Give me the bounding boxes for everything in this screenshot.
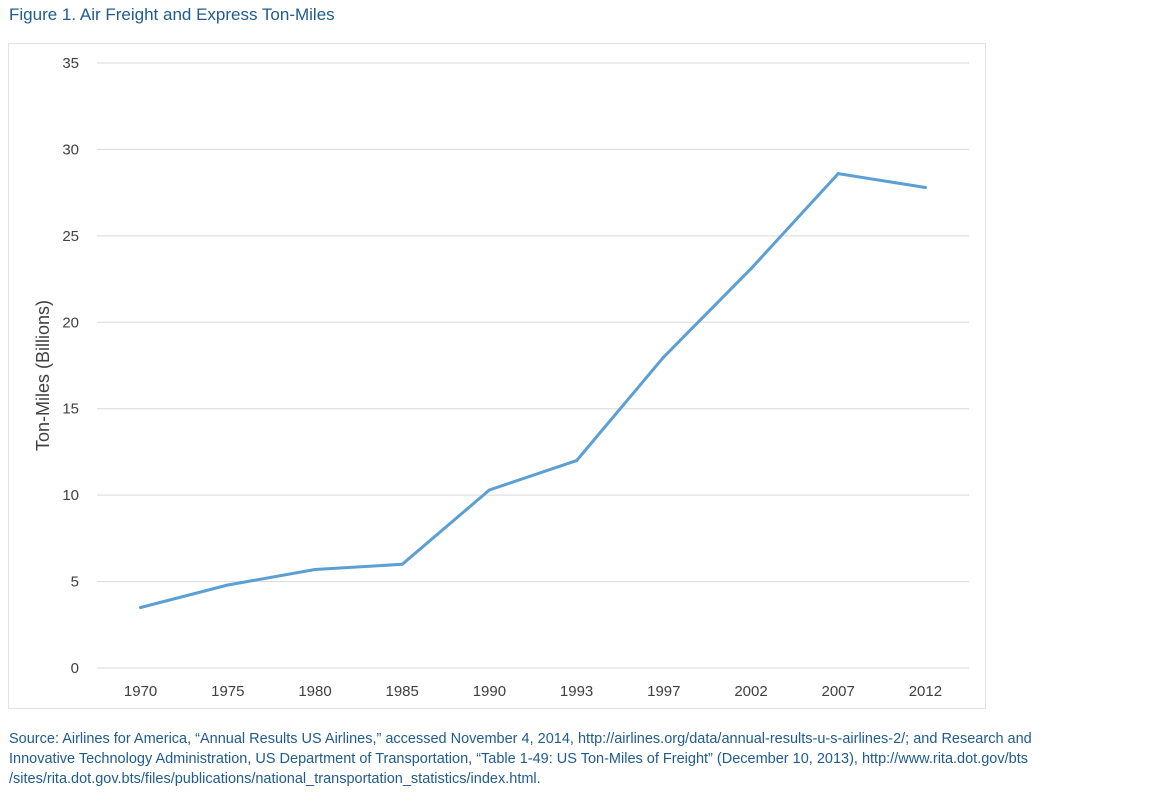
x-tick-label: 1990 bbox=[473, 683, 506, 700]
figure-title: Figure 1. Air Freight and Express Ton-Mi… bbox=[9, 5, 335, 24]
y-tick-label: 15 bbox=[62, 401, 79, 418]
data-point bbox=[487, 488, 491, 492]
source-line: /sites/rita.dot.gov.bts/files/publicatio… bbox=[9, 771, 541, 787]
y-tick-labels: 0 5 10 15 20 25 30 35 bbox=[62, 55, 79, 677]
x-tick-label: 1997 bbox=[647, 683, 680, 700]
source-line: Source: Airlines for America, “Annual Re… bbox=[9, 731, 1032, 747]
x-tick-label: 1985 bbox=[386, 683, 419, 700]
data-point bbox=[226, 583, 230, 587]
data-point bbox=[749, 267, 753, 271]
x-tick-label: 2007 bbox=[822, 683, 855, 700]
series-line bbox=[139, 172, 927, 609]
y-tick-label: 25 bbox=[62, 228, 79, 245]
x-tick-label: 2012 bbox=[909, 683, 942, 700]
data-point bbox=[575, 459, 579, 463]
x-tick-label: 1970 bbox=[124, 683, 157, 700]
source-line: Innovative Technology Administration, US… bbox=[9, 751, 1028, 767]
series-layer bbox=[139, 172, 927, 609]
x-tick-label: 1980 bbox=[298, 683, 331, 700]
x-tick-label: 2002 bbox=[734, 683, 767, 700]
data-point bbox=[923, 185, 927, 189]
x-tick-label: 1993 bbox=[560, 683, 593, 700]
y-tick-label: 0 bbox=[71, 660, 79, 677]
data-point bbox=[836, 172, 840, 176]
y-tick-label: 5 bbox=[71, 574, 79, 591]
y-tick-label: 20 bbox=[62, 314, 79, 331]
data-point bbox=[662, 355, 666, 359]
data-point bbox=[139, 606, 143, 609]
y-tick-label: 35 bbox=[62, 55, 79, 72]
x-tick-labels: 1970 1975 1980 1985 1990 1993 1997 2002 2007 2012 bbox=[124, 683, 942, 700]
chart-frame: 0 5 10 15 20 25 30 35 1970 1975 1980 1985 1990 1993 1… bbox=[8, 43, 986, 709]
y-tick-label: 10 bbox=[62, 487, 79, 504]
y-axis-label: Ton-Miles (Billions) bbox=[33, 300, 53, 451]
data-point bbox=[400, 562, 404, 566]
data-point bbox=[313, 567, 317, 571]
y-tick-label: 30 bbox=[62, 141, 79, 158]
gridlines bbox=[97, 62, 969, 669]
x-tick-label: 1975 bbox=[211, 683, 244, 700]
source-note: Source: Airlines for America, “Annual Re… bbox=[9, 729, 1164, 789]
